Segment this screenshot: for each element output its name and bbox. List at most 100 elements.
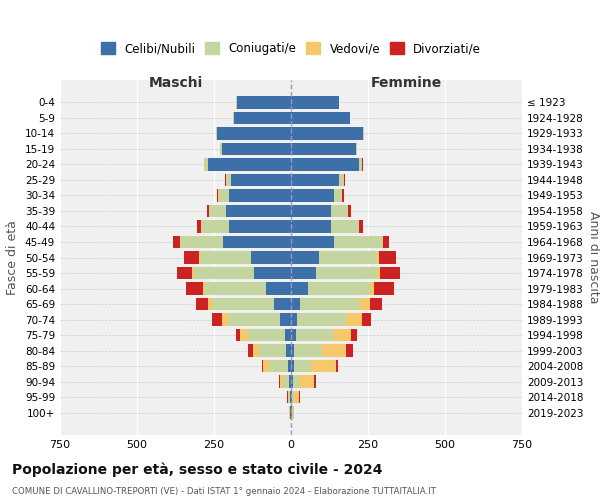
Bar <box>280 313 291 326</box>
Bar <box>289 375 291 388</box>
Bar <box>205 158 208 171</box>
Bar <box>199 251 200 264</box>
Bar <box>379 251 396 264</box>
Bar <box>222 313 228 326</box>
Bar <box>251 251 291 264</box>
Bar <box>346 344 353 357</box>
Bar <box>331 220 359 233</box>
Bar <box>287 390 289 404</box>
Bar <box>339 96 340 109</box>
Bar <box>180 236 223 248</box>
Bar <box>173 236 179 248</box>
Bar <box>229 220 291 233</box>
Bar <box>280 375 283 388</box>
Bar <box>346 313 362 326</box>
Text: Femmine: Femmine <box>371 76 442 90</box>
Bar <box>186 282 203 295</box>
Bar <box>342 189 344 202</box>
Bar <box>322 344 346 357</box>
Text: Maschi: Maschi <box>148 76 203 90</box>
Bar <box>263 360 269 372</box>
Y-axis label: Fasce di età: Fasce di età <box>7 220 19 295</box>
Bar <box>311 360 335 372</box>
Bar <box>292 406 293 419</box>
Bar <box>236 96 237 109</box>
Bar <box>223 236 291 248</box>
Bar <box>291 344 294 357</box>
Bar <box>288 360 291 372</box>
Bar <box>291 174 339 186</box>
Y-axis label: Anni di nascita: Anni di nascita <box>587 211 600 304</box>
Bar <box>217 127 291 140</box>
Bar <box>380 266 400 280</box>
Bar <box>177 266 193 280</box>
Bar <box>222 142 291 156</box>
Bar <box>362 313 371 326</box>
Bar <box>291 360 294 372</box>
Text: COMUNE DI CAVALLINO-TREPORTI (VE) - Dati ISTAT 1° gennaio 2024 - Elaborazione TU: COMUNE DI CAVALLINO-TREPORTI (VE) - Dati… <box>12 488 436 496</box>
Bar <box>348 204 351 218</box>
Bar <box>294 360 311 372</box>
Bar <box>359 158 362 171</box>
Bar <box>290 406 291 419</box>
Bar <box>291 298 300 310</box>
Bar <box>248 344 253 357</box>
Bar <box>291 266 316 280</box>
Bar <box>370 282 374 295</box>
Bar <box>208 298 212 310</box>
Bar <box>220 142 222 156</box>
Bar <box>291 204 331 218</box>
Bar <box>212 298 274 310</box>
Bar <box>362 158 363 171</box>
Bar <box>331 204 348 218</box>
Bar <box>319 251 377 264</box>
Bar <box>308 282 370 295</box>
Bar <box>286 344 291 357</box>
Bar <box>184 251 199 264</box>
Bar <box>293 375 299 388</box>
Bar <box>269 360 288 372</box>
Bar <box>236 328 240 342</box>
Bar <box>200 251 251 264</box>
Bar <box>359 220 363 233</box>
Bar <box>217 189 218 202</box>
Bar <box>285 328 291 342</box>
Bar <box>234 112 291 124</box>
Bar <box>274 298 291 310</box>
Bar <box>291 251 319 264</box>
Bar <box>197 220 201 233</box>
Bar <box>262 360 263 372</box>
Bar <box>291 220 331 233</box>
Bar <box>292 390 295 404</box>
Bar <box>208 158 291 171</box>
Bar <box>377 251 379 264</box>
Bar <box>382 236 383 248</box>
Bar <box>240 328 248 342</box>
Bar <box>203 282 205 295</box>
Bar <box>356 142 357 156</box>
Bar <box>291 236 334 248</box>
Bar <box>216 127 217 140</box>
Bar <box>291 127 364 140</box>
Bar <box>291 189 334 202</box>
Bar <box>212 313 222 326</box>
Bar <box>289 390 290 404</box>
Bar <box>202 220 229 233</box>
Bar <box>291 112 350 124</box>
Bar <box>193 266 194 280</box>
Bar <box>205 282 266 295</box>
Bar <box>335 360 338 372</box>
Bar <box>316 266 377 280</box>
Bar <box>314 375 316 388</box>
Bar <box>332 328 351 342</box>
Bar <box>296 328 332 342</box>
Bar <box>291 328 296 342</box>
Bar <box>377 266 380 280</box>
Bar <box>248 328 285 342</box>
Bar <box>218 189 229 202</box>
Bar <box>291 96 339 109</box>
Bar <box>201 220 202 233</box>
Bar <box>179 236 180 248</box>
Bar <box>194 266 254 280</box>
Bar <box>374 282 394 295</box>
